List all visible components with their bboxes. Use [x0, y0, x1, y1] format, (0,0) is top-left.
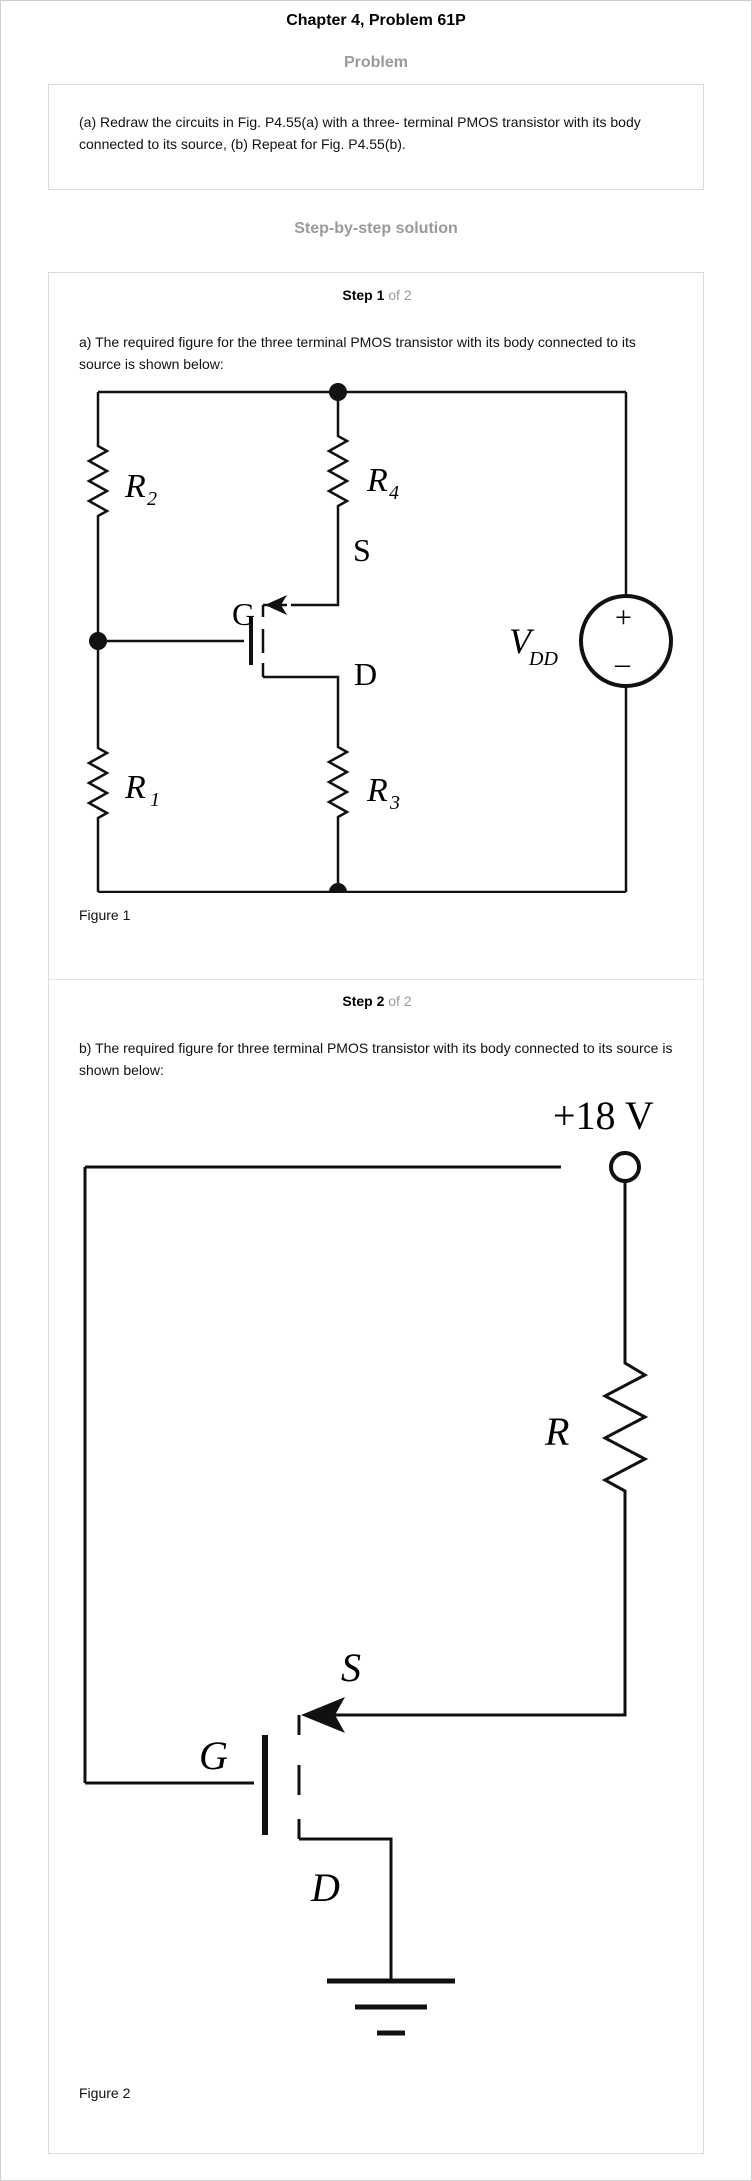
label-vdd-sub: DD: [528, 648, 558, 670]
figure-1-caption: Figure 1: [79, 907, 131, 923]
vdd-source: [579, 594, 673, 688]
resistor-r: [307, 1181, 649, 1717]
figure-1-circuit: R 2 R 4 S G D V DD + – R 1 R 3: [86, 383, 673, 893]
label-s: S: [341, 1645, 361, 1690]
step-2-label: Step 2: [342, 993, 385, 1009]
label-r3: R: [366, 772, 388, 809]
resistor-r3: [326, 723, 350, 892]
junction-dot: [89, 632, 107, 650]
step-1-of: of 2: [388, 287, 412, 303]
label-r: R: [544, 1409, 569, 1454]
label-g: G: [232, 596, 255, 632]
label-r1-sub: 1: [150, 789, 160, 811]
label-r3-sub: 3: [389, 792, 400, 814]
step-1-header: Step 1 of 2: [1, 287, 752, 303]
label-r4-sub: 4: [389, 482, 399, 504]
label-vdd: V: [509, 621, 535, 661]
label-minus: –: [614, 647, 631, 680]
label-r1: R: [124, 769, 146, 806]
step-1-label: Step 1: [342, 287, 385, 303]
label-r4: R: [366, 462, 388, 499]
resistor-r1: [86, 641, 110, 892]
label-d: D: [310, 1865, 340, 1910]
step-2-text: b) The required figure for three termina…: [79, 1040, 673, 1078]
solution-box: Step 1 of 2 a) The required figure for t…: [48, 272, 704, 2154]
step-1-text: a) The required figure for the three ter…: [79, 334, 636, 372]
supply-terminal: [609, 1151, 641, 1183]
figure-2-circuit: +18 V R S G D: [83, 1093, 654, 2036]
step-2-of: of 2: [388, 993, 412, 1009]
figure-2-caption: Figure 2: [79, 2085, 131, 2101]
page-title: Chapter 4, Problem 61P: [286, 12, 466, 29]
label-r2-sub: 2: [147, 488, 157, 510]
problem-text: (a) Redraw the circuits in Fig. P4.55(a)…: [79, 114, 641, 152]
label-d: D: [354, 656, 377, 692]
label-g: G: [199, 1733, 228, 1778]
step-divider: [49, 979, 703, 980]
solution-heading: Step-by-step solution: [294, 220, 458, 237]
resistor-r2: [86, 392, 110, 641]
junction-dot: [329, 883, 347, 893]
source-arrow: [301, 1697, 345, 1733]
problem-heading: Problem: [343, 54, 408, 71]
label-s: S: [353, 532, 371, 568]
label-supply: +18 V: [553, 1093, 654, 1138]
junction-dot: [329, 383, 347, 401]
label-r2: R: [124, 468, 146, 505]
step-2-header: Step 2 of 2: [1, 993, 752, 1009]
source-arrow: [265, 595, 287, 615]
resistor-r4: [291, 392, 350, 607]
label-plus: +: [615, 601, 632, 634]
problem-box: (a) Redraw the circuits in Fig. P4.55(a)…: [48, 84, 704, 190]
